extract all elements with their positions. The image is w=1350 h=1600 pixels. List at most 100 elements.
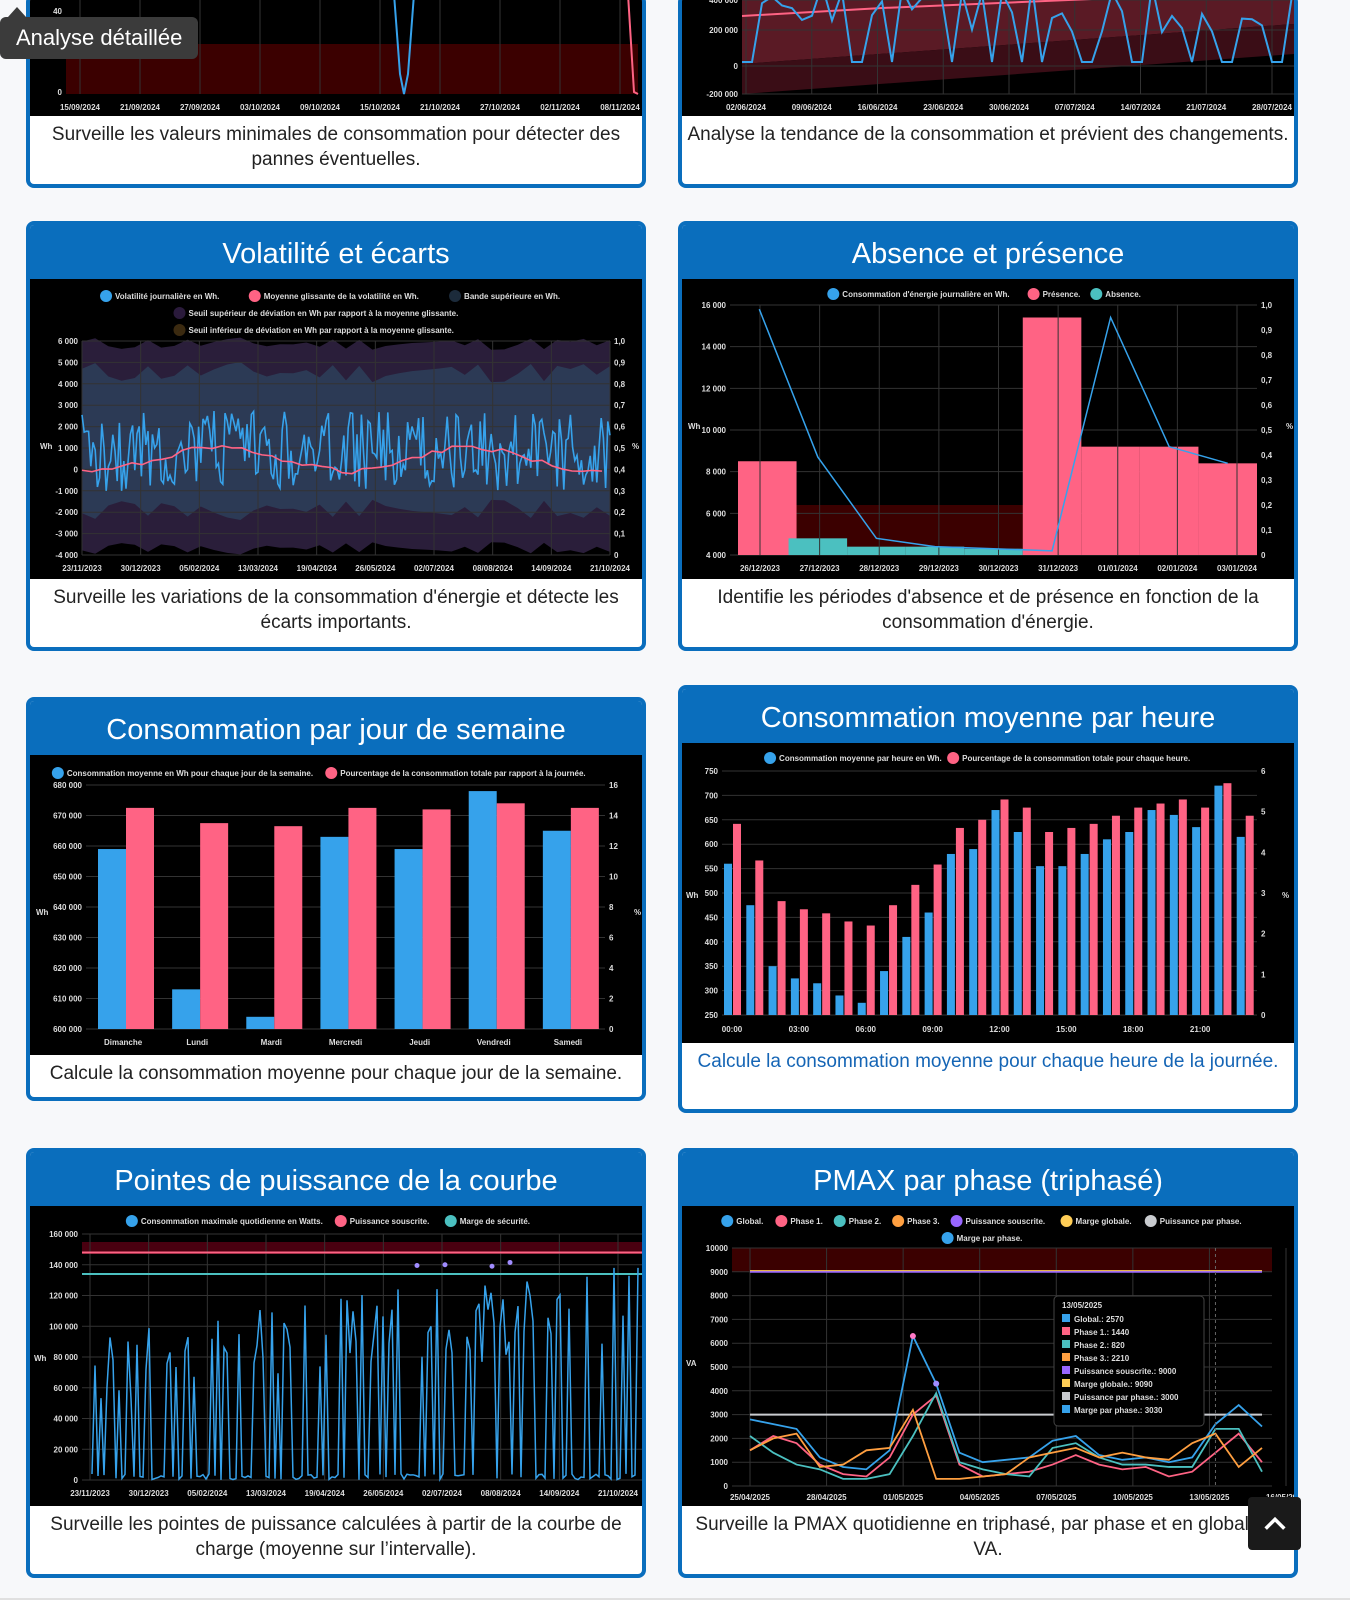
tooltip-swatch [1062,1392,1070,1400]
x-tick-label: 04/05/2025 [960,1493,1001,1502]
x-tick-label: 27/10/2024 [480,103,521,112]
legend-swatch [833,1215,846,1227]
bar-consumption [835,995,844,1015]
series-line [393,0,415,95]
peak-point [414,1263,420,1269]
x-tick-label: 28/04/2025 [807,1493,848,1502]
tooltip-swatch [1062,1314,1070,1322]
y-tick-label: 620 000 [53,964,82,973]
bar-consumption [172,989,201,1029]
x-tick-label: 30/12/2023 [978,564,1019,573]
x-tick-label: 26/12/2023 [740,564,781,573]
x-tick-label: 26/05/2024 [355,564,396,573]
x-tick-label: 29/12/2023 [919,564,960,573]
legend-swatch [325,767,338,779]
y-tick-label: 250 [705,1011,719,1020]
x-tick-label: 21/09/2024 [120,103,161,112]
card-description: Surveille la PMAX quotidienne en triphas… [695,1514,1281,1560]
y2-axis-label: % [1282,891,1289,900]
card-title: Absence et présence [682,225,1294,279]
x-tick-label: 15:00 [1056,1025,1077,1034]
x-tick-label: 21/07/2024 [1186,103,1227,112]
y2-tick-label: 0 [1261,551,1266,560]
bar-percentage [955,827,964,1015]
bar-percentage [274,826,303,1029]
x-tick-label: 02/01/2024 [1157,564,1198,573]
danger-band [732,1248,1272,1272]
y-tick-label: 600 [705,840,719,849]
bar [1022,317,1082,555]
weekday-chart: Consommation moyenne en Wh pour chaque j… [30,755,642,1055]
y-tick-label: 6000 [710,1339,728,1348]
legend-label: Marge globale. [1076,1217,1132,1226]
y2-tick-label: 4 [609,964,614,973]
series-line [627,0,639,95]
y-axis-label: Wh [688,422,701,431]
bar-consumption [902,936,911,1015]
legend-swatch [950,1215,963,1227]
x-tick-label: Vendredi [477,1038,511,1047]
y2-tick-label: 0,6 [614,423,626,432]
y-axis-label: Wh [34,1354,47,1363]
x-tick-label: 10/05/2025 [1113,1493,1154,1502]
y-tick-label: 10 000 [702,426,727,435]
y2-tick-label: 0,9 [1261,326,1273,335]
y2-tick-label: 6 [609,934,614,943]
bar-consumption [1125,832,1134,1015]
x-tick-label: 15/10/2024 [360,103,401,112]
tooltip-row: Phase 2.: 820 [1074,1341,1125,1350]
peak-point [909,1333,916,1340]
x-tick-label: Dimanche [104,1038,143,1047]
tooltip-row: Phase 1.: 1440 [1074,1328,1130,1337]
legend-label: Seuil inférieur de déviation en Wh par r… [189,326,454,335]
legend-swatch [1060,1215,1073,1227]
y2-tick-label: 1,0 [614,337,626,346]
y-tick-label: 630 000 [53,934,82,943]
bar-percentage [570,807,599,1029]
y-tick-label: 2000 [710,1434,728,1443]
y-tick-label: 2 000 [58,423,79,432]
card-description: Calcule la consommation moyenne pour cha… [49,1063,623,1084]
y-tick-label: 20 000 [54,1445,79,1454]
confidence-band [742,24,1294,94]
x-tick-label: 13/05/2025 [1189,1493,1230,1502]
x-tick-label: Jeudi [409,1038,430,1047]
legend-label: Bande supérieure en Wh. [464,292,560,301]
card-hourly: Consommation moyenne par heure Consommat… [678,685,1298,1113]
y-axis-label: Wh [36,908,49,917]
bar-consumption [768,966,777,1015]
y-tick-label: 6 000 [706,509,727,518]
card-title: Consommation moyenne par heure [682,689,1294,743]
divider [0,1598,1350,1600]
bar-consumption [857,1002,866,1015]
x-tick-label: 25/04/2025 [730,1493,771,1502]
y-tick-label: 300 [705,987,719,996]
y-tick-label: 0 [74,1476,79,1485]
bar-percentage [1022,807,1031,1015]
legend-label: Moyenne glissante de la volatilité en Wh… [264,292,419,301]
card-description-link[interactable]: Calcule la consommation moyenne pour cha… [697,1051,1279,1072]
x-tick-label: 13/03/2024 [238,564,279,573]
y2-tick-label: 0,4 [1261,451,1273,460]
y-tick-label: -1 000 [55,487,78,496]
x-tick-label: 08/11/2024 [600,103,640,112]
bar-percentage [1201,807,1210,1015]
card-description: Surveille les valeurs minimales de conso… [51,124,621,170]
x-tick-label: 28/07/2024 [1252,103,1293,112]
y2-tick-label: 0,6 [1261,401,1273,410]
bar-percentage [799,909,808,1015]
scroll-to-top-button[interactable] [1248,1497,1301,1550]
bar-percentage [1067,827,1076,1015]
moving-average-line [81,444,603,475]
x-tick-label: 08/08/2024 [473,564,514,573]
tooltip-swatch [1062,1366,1070,1374]
absence-chart: Consommation d'énergie journalière en Wh… [682,279,1294,579]
legend-label: Présence. [1043,290,1081,299]
y-tick-label: 350 [705,962,719,971]
bar-percentage [1111,815,1120,1015]
tooltip-row: Marge globale.: 9090 [1074,1380,1153,1389]
y-tick-label: 14 000 [702,343,727,352]
y2-tick-label: 0,2 [614,508,626,517]
y2-tick-label: 0,2 [1261,501,1273,510]
y-tick-label: 0 [58,88,63,97]
